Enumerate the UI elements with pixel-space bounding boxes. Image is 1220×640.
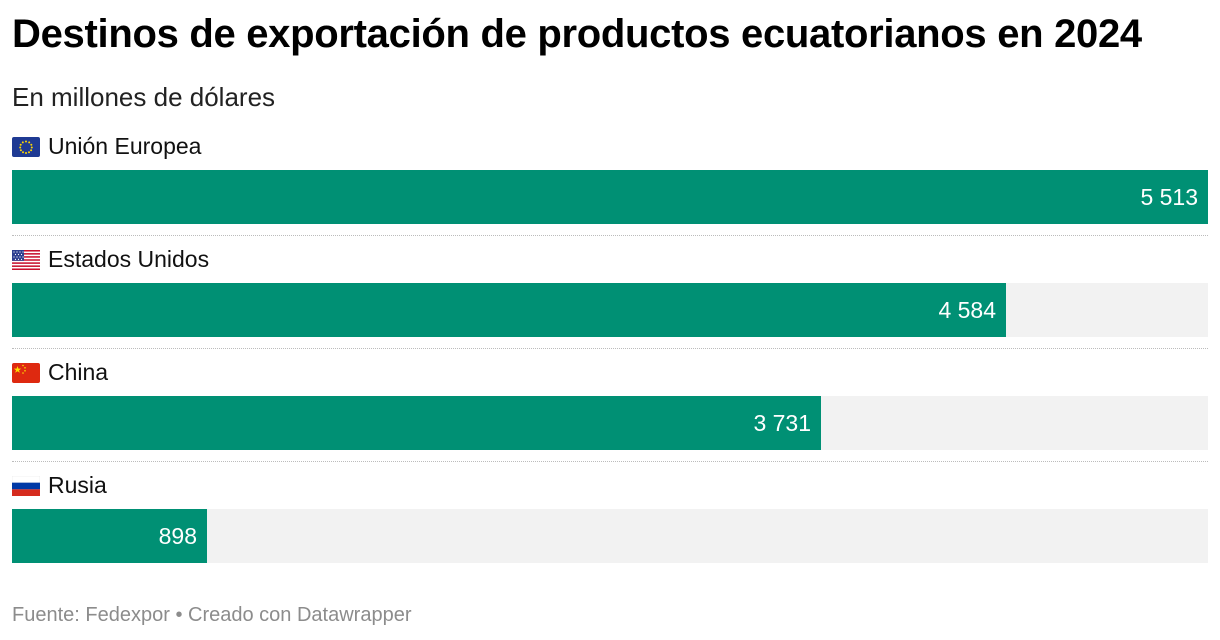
- bar: [12, 170, 1208, 224]
- bar-track: 898: [12, 509, 1208, 563]
- row-divider: [12, 235, 1208, 236]
- bar-value-label: 4 584: [938, 297, 996, 323]
- row-divider: [12, 461, 1208, 462]
- chart-subtitle: En millones de dólares: [12, 82, 276, 112]
- eu-flag-icon: [12, 136, 40, 157]
- bar-row-union-europea: Unión Europea 5 513: [12, 130, 1208, 243]
- category-label: Rusia: [48, 472, 107, 498]
- bar: [12, 396, 821, 450]
- bar-row-china: China 3 731: [12, 356, 1208, 469]
- category-label: China: [48, 359, 109, 385]
- chart-footer: Fuente: Fedexpor • Creado con Datawrappe…: [12, 604, 411, 627]
- row-divider: [12, 348, 1208, 349]
- bar-track: 5 513: [12, 170, 1208, 224]
- credit-note: Creado con Datawrapper: [188, 604, 412, 626]
- category-label: Unión Europea: [48, 133, 202, 159]
- bar: [12, 283, 1006, 337]
- bar-chart: Unión Europea 5 513: [12, 130, 1208, 582]
- chart-title: Destinos de exportación de productos ecu…: [12, 12, 1142, 56]
- bar-track: 4 584: [12, 283, 1208, 337]
- bar-row-estados-unidos: Estados Unidos 4 584: [12, 243, 1208, 356]
- bar-value-label: 5 513: [1140, 184, 1198, 210]
- china-flag-icon: [12, 362, 40, 383]
- bar-track: 3 731: [12, 396, 1208, 450]
- bar-value-label: 898: [158, 523, 197, 549]
- bar-row-rusia: Rusia 898: [12, 469, 1208, 582]
- bar-value-label: 3 731: [753, 410, 811, 436]
- bar: [12, 509, 207, 563]
- footer-separator: •: [175, 604, 183, 626]
- russia-flag-icon: [12, 475, 40, 496]
- source-note: Fuente: Fedexpor: [12, 604, 170, 626]
- us-flag-icon: [12, 249, 40, 270]
- category-label: Estados Unidos: [48, 246, 210, 272]
